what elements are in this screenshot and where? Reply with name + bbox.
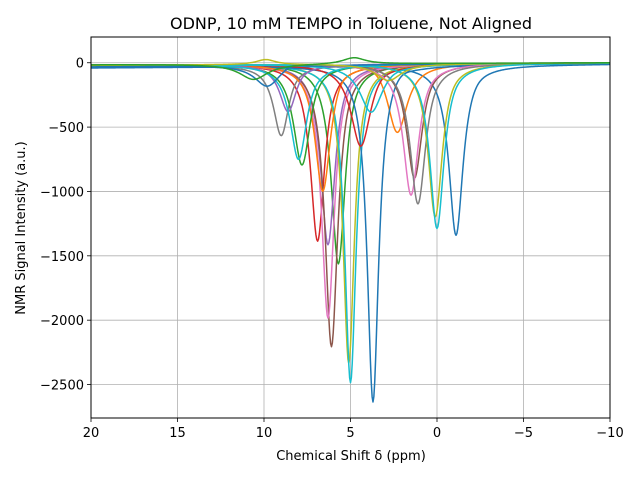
- axis-ticks: 20 15 10 5 0 −5 −10 0 −500 −1000 −1500 −2000 −2500: [40, 57, 624, 441]
- y-axis-label: NMR Signal Intensity (a.u.): [14, 141, 29, 315]
- y-tick-label: −1500: [40, 250, 84, 265]
- x-axis-label: Chemical Shift δ (ppm): [276, 449, 426, 464]
- x-tick-label: −5: [514, 426, 533, 441]
- x-tick-label: 5: [346, 426, 354, 441]
- chart-title: ODNP, 10 mM TEMPO in Toluene, Not Aligne…: [170, 14, 532, 33]
- x-tick-label: 15: [169, 426, 186, 441]
- y-tick-label: −2000: [40, 314, 84, 329]
- y-tick-label: −1000: [40, 185, 84, 200]
- plot-area: [90, 56, 611, 403]
- y-tick-label: −500: [48, 121, 84, 136]
- x-tick-label: 10: [256, 426, 273, 441]
- x-tick-label: 20: [83, 426, 100, 441]
- series-line-25: [91, 56, 610, 81]
- y-tick-label: 0: [76, 57, 84, 72]
- x-tick-label: 0: [433, 426, 441, 441]
- x-tick-label: −10: [596, 426, 623, 441]
- y-tick-label: −2500: [40, 379, 84, 394]
